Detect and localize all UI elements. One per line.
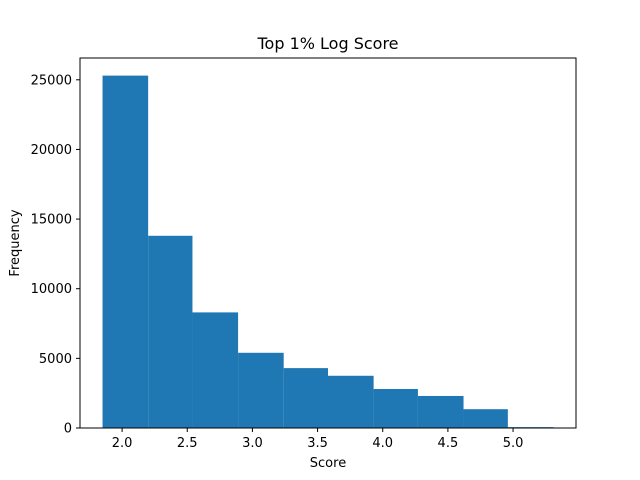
x-tick-label: 4.0 [372,436,393,451]
y-tick-label: 25000 [31,73,72,88]
y-tick-label: 20000 [31,143,72,158]
y-tick-label: 5000 [39,352,72,367]
x-tick-label: 3.5 [307,436,328,451]
bar-6 [373,389,418,428]
bar-1 [148,235,193,428]
y-tick-label: 15000 [31,213,72,228]
y-ticks-group: 0 5000 10000 15000 20000 25000 [31,73,80,437]
x-tick-label: 2.0 [112,436,133,451]
x-axis-label: Score [310,456,346,471]
bar-0 [102,75,149,428]
bar-4 [283,368,328,428]
x-tick-label: 3.0 [242,436,263,451]
x-tick-label: 4.5 [438,436,459,451]
bars-group [102,75,554,428]
axes-frame [79,57,577,429]
y-tick-label: 0 [64,422,72,437]
x-tick-label: 2.5 [177,436,198,451]
bar-7 [417,395,464,428]
bar-3 [238,352,284,428]
chart-title: Top 1% Log Score [256,34,398,53]
y-tick-label: 10000 [31,282,72,297]
x-ticks-group: 2.0 2.5 3.0 3.5 4.0 4.5 5.0 [112,428,524,451]
bar-2 [192,312,239,428]
bar-8 [463,409,508,428]
y-axis-label: Frequency [8,209,23,276]
x-tick-label: 5.0 [503,436,524,451]
bar-5 [328,375,374,428]
